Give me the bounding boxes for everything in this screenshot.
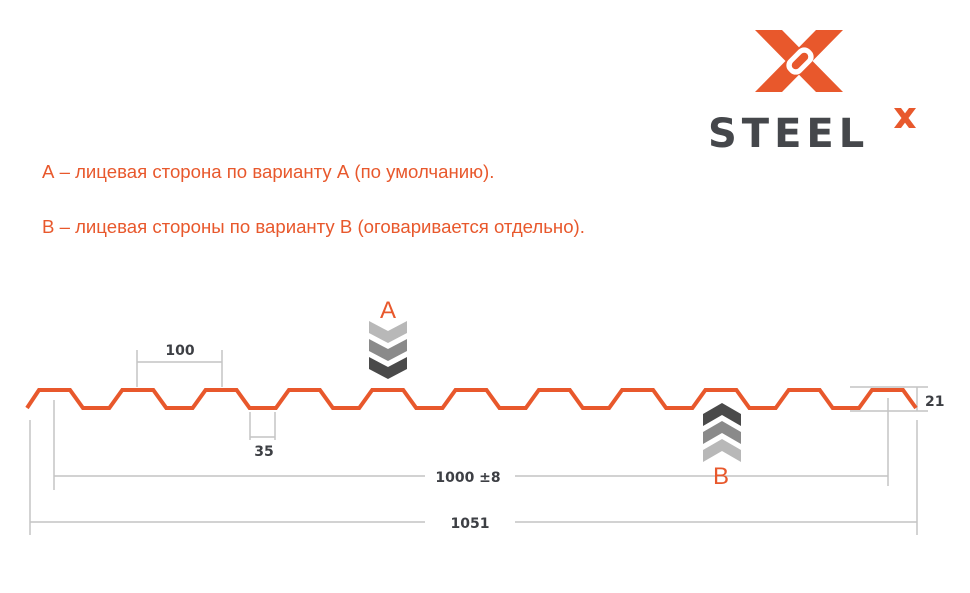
dimension-lines (29, 350, 928, 535)
face-a-arrows (369, 321, 407, 379)
legend-face-a: А – лицевая сторона по варианту А (по ум… (42, 161, 495, 182)
logo-wordmark: STEEL (708, 111, 869, 157)
face-a-label: А (380, 297, 396, 324)
legend-face-b: В – лицевая стороны по варианту В (огова… (42, 216, 585, 237)
dim-total-width-label: 1051 (451, 516, 490, 532)
dim-useful-width-label: 1000 ±8 (435, 470, 500, 486)
dim-height-label: 21 (925, 394, 944, 410)
steelx-logo: STEEL (708, 30, 916, 157)
dim-pitch-label: 100 (165, 343, 194, 359)
corrugated-profile (25, 388, 918, 410)
face-b-arrows (703, 403, 741, 462)
dim-valley-label: 35 (254, 444, 273, 460)
face-b-label: В (713, 463, 729, 490)
